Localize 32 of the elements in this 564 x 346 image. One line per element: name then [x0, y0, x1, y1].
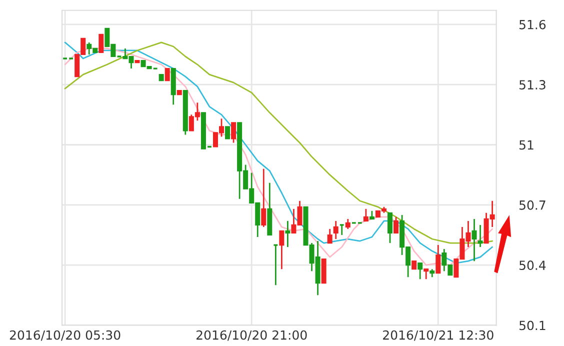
x-tick-label: 2016/10/21 12:30: [383, 330, 494, 341]
candlestick: [436, 244, 441, 274]
y-tick-label: 50.1: [520, 320, 546, 330]
candlestick: [279, 230, 284, 270]
candlestick: [363, 208, 368, 222]
candlestick: [478, 224, 483, 248]
candlestick: [418, 262, 423, 280]
y-tick-label: 51: [520, 140, 534, 150]
candlestick: [225, 126, 230, 140]
y-tick-label: 51.6: [520, 20, 546, 30]
candlestick: [327, 228, 332, 244]
x-tick-label: 2016/10/20 05:30: [10, 330, 120, 341]
y-tick-label: 50.4: [520, 260, 546, 270]
candlestick: [412, 260, 417, 270]
candlestick: [285, 220, 290, 248]
candlestick: [321, 258, 326, 284]
candlestick: [472, 218, 477, 262]
candlestick: [424, 268, 429, 280]
candlestick: [345, 218, 350, 230]
y-tick-label: 50.7: [520, 200, 546, 210]
candlestick: [394, 216, 399, 234]
candlestick: [231, 122, 236, 144]
x-tick-label: 2016/10/20 21:00: [196, 330, 307, 341]
candlestick: [158, 74, 164, 82]
candlestick: [164, 68, 170, 82]
candlestick: [261, 168, 266, 228]
candlestick: [176, 90, 182, 96]
candlestick: [333, 220, 338, 240]
candlestick: [134, 60, 140, 64]
y-tick-label: 51.3: [520, 80, 546, 90]
candlestick: [387, 212, 393, 244]
candlestick: [98, 34, 104, 54]
